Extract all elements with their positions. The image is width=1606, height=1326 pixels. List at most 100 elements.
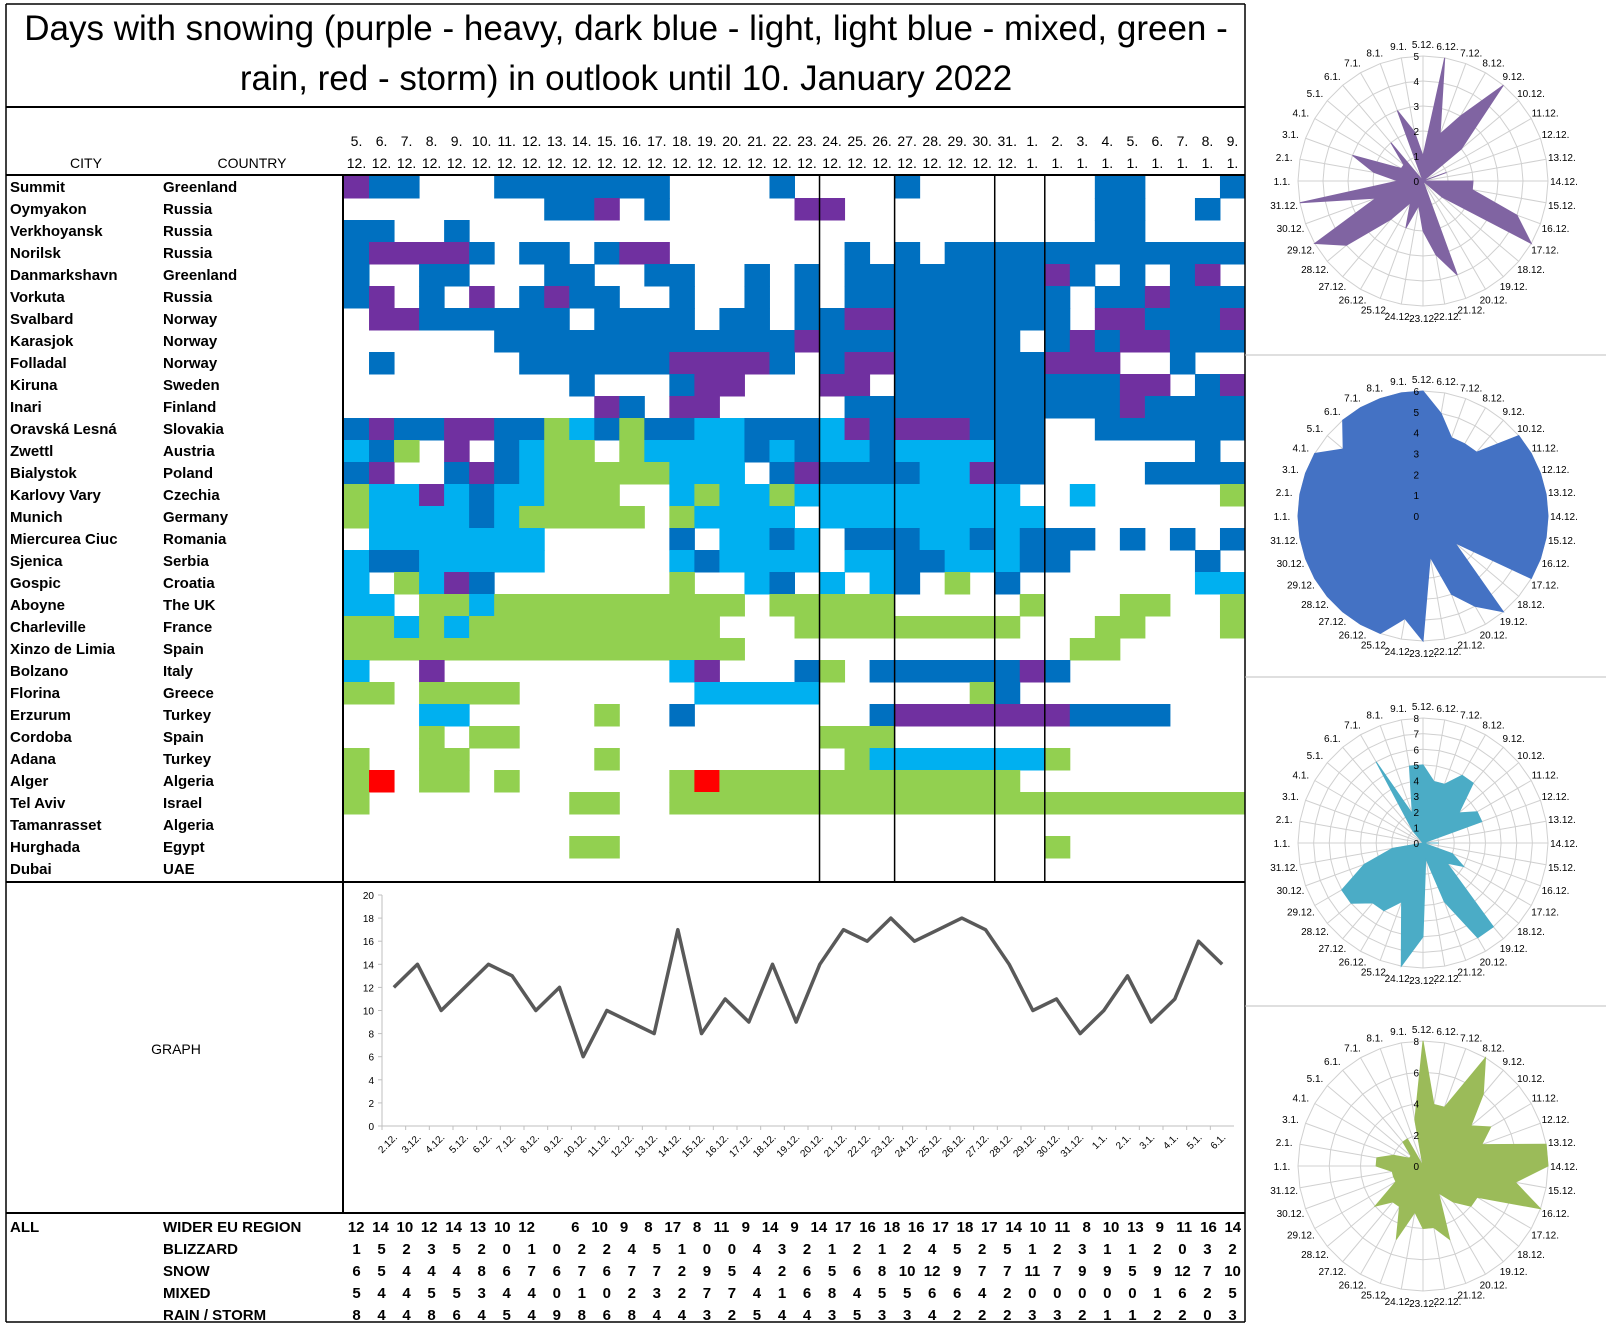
y-tick-label: 0 [368, 1122, 374, 1133]
summary-value: 3 [878, 1307, 886, 1324]
radar-tick-label: 5 [1413, 408, 1419, 419]
date-day-label: 4. [1102, 133, 1114, 149]
heatmap-cell [544, 484, 570, 507]
country-name: Poland [163, 465, 213, 482]
city-name: Aboyne [10, 597, 65, 614]
country-name: Israel [163, 795, 202, 812]
summary-value: 4 [452, 1263, 461, 1280]
heatmap-cell [1044, 286, 1071, 309]
heatmap-cell [869, 550, 896, 573]
summary-value: 16 [1200, 1219, 1217, 1236]
heatmap-cell [619, 396, 645, 419]
heatmap-cell [344, 660, 370, 683]
radar-category-label: 29.12. [1287, 581, 1315, 592]
heatmap-cell [969, 286, 996, 309]
summary-value: 10 [1103, 1219, 1120, 1236]
heatmap-cell [1019, 352, 1046, 375]
date-month-label: 12. [897, 155, 916, 171]
radar-spoke [1422, 842, 1547, 866]
summary-value: 1 [778, 1285, 786, 1302]
heatmap-cell [894, 484, 921, 507]
heatmap-cell [669, 308, 695, 331]
heatmap-cell [369, 286, 395, 309]
summary-value: 5 [953, 1241, 961, 1258]
radar-category-label: 7.1. [1344, 1043, 1361, 1054]
heatmap-cell [1069, 792, 1096, 815]
date-month-label: 12. [372, 155, 391, 171]
heatmap-cell [494, 506, 520, 529]
radar-category-label: 7.1. [1344, 58, 1361, 69]
heatmap-cell [419, 726, 445, 749]
heatmap-cell [994, 748, 1021, 771]
heatmap-cell [819, 462, 846, 485]
radar-category-label: 27.12. [1318, 1267, 1346, 1278]
city-name: Erzurum [10, 707, 71, 724]
heatmap-cell [894, 374, 921, 397]
date-month-label: 12. [397, 155, 416, 171]
x-tick-label: 26.12. [941, 1132, 968, 1159]
heatmap-cell [669, 352, 695, 375]
heatmap-cell [394, 308, 420, 331]
heatmap-cell [644, 440, 670, 463]
summary-value: 8 [578, 1307, 586, 1324]
heatmap-cell [994, 440, 1021, 463]
radar-category-label: 16.12. [1542, 1209, 1570, 1220]
city-name: Tel Aviv [10, 795, 66, 812]
heatmap-cell [1194, 572, 1221, 595]
heatmap-cell [569, 264, 595, 287]
summary-value: 14 [445, 1219, 462, 1236]
date-month-label: 1. [1102, 155, 1114, 171]
heatmap-cell [469, 528, 495, 551]
heatmap-cell [619, 638, 645, 661]
summary-row-label: BLIZZARD [163, 1241, 238, 1258]
summary-value: 3 [903, 1307, 911, 1324]
date-month-label: 12. [722, 155, 741, 171]
heatmap-cell [819, 770, 846, 793]
heatmap-cell [969, 616, 996, 639]
heatmap-cell [419, 308, 445, 331]
heatmap-cell [844, 528, 871, 551]
summary-value: 7 [528, 1263, 536, 1280]
heatmap-cell [969, 440, 996, 463]
heatmap-cell [569, 198, 595, 221]
heatmap-cell [469, 506, 495, 529]
x-tick-label: 29.12. [1012, 1132, 1039, 1159]
heatmap-cell [569, 418, 595, 441]
radar-category-label: 28.12. [1301, 600, 1329, 611]
country-name: Russia [163, 289, 213, 306]
heatmap-cell [569, 286, 595, 309]
heatmap-cell [694, 506, 720, 529]
radar-category-label: 1.1. [1274, 839, 1291, 850]
summary-value: 2 [1178, 1307, 1186, 1324]
date-day-label: 22. [772, 133, 791, 149]
heatmap-cell [719, 484, 745, 507]
heatmap-cell [944, 660, 971, 683]
heatmap-cell [1044, 660, 1071, 683]
heatmap-cell [594, 792, 620, 815]
heatmap-cell [1044, 550, 1071, 573]
heatmap-cell [519, 308, 545, 331]
heatmap-cell [1219, 484, 1246, 507]
heatmap-cell [844, 440, 871, 463]
heatmap-cell [1219, 396, 1246, 419]
heatmap-cell [444, 594, 470, 617]
heatmap-cell [994, 550, 1021, 573]
heatmap-cell [869, 594, 896, 617]
x-tick-label: 15.12. [680, 1132, 707, 1159]
heatmap-cell [469, 484, 495, 507]
x-tick-label: 10.12. [562, 1132, 589, 1159]
summary-value: 2 [477, 1241, 485, 1258]
date-day-label: 29. [947, 133, 966, 149]
country-name: Egypt [163, 839, 205, 856]
date-day-label: 11. [497, 133, 515, 149]
heatmap-cell [594, 330, 620, 353]
heatmap-cell [469, 418, 495, 441]
summary-value: 3 [477, 1285, 485, 1302]
heatmap-cell [494, 770, 520, 793]
heatmap-cell [444, 550, 470, 573]
heatmap-cell [544, 242, 570, 265]
radar-category-label: 8.1. [1366, 1033, 1383, 1044]
heatmap-cell [369, 462, 395, 485]
heatmap-cell [594, 748, 620, 771]
summary-value: 0 [1178, 1241, 1186, 1258]
